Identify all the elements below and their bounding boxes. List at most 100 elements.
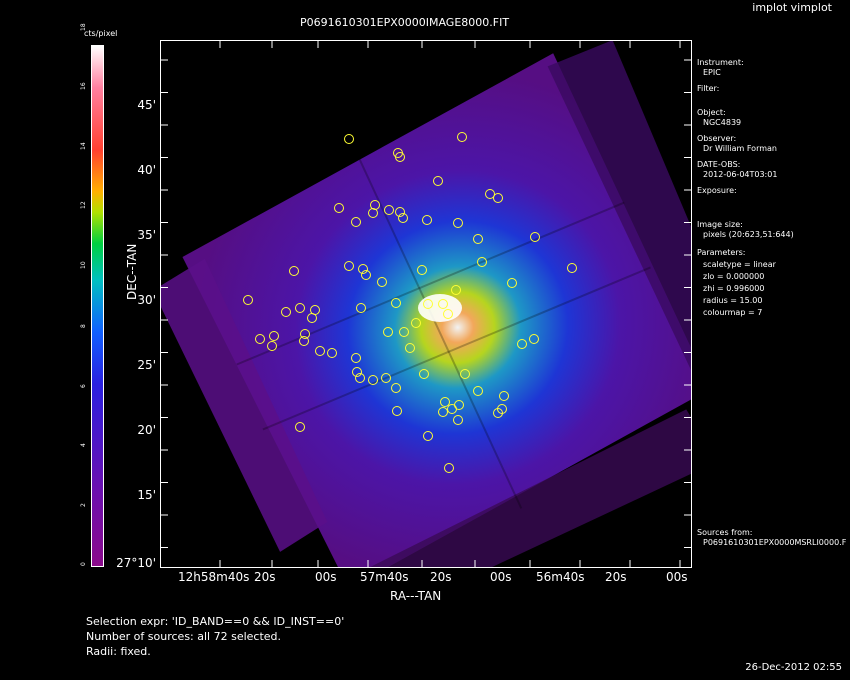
source-circle	[395, 152, 405, 162]
x-axis-label: RA---TAN	[390, 589, 442, 603]
source-circle	[411, 318, 421, 328]
source-circle	[493, 408, 503, 418]
radii-mode: Radii: fixed.	[86, 645, 151, 658]
sources-panel: Sources from: P0691610301EPX0000MSRLI000…	[697, 528, 846, 548]
source-circle	[383, 327, 393, 337]
source-circle	[377, 277, 387, 287]
dec-tick-label: 20'	[137, 423, 156, 437]
source-circle	[447, 404, 457, 414]
source-circle	[351, 353, 361, 363]
source-circle	[419, 369, 429, 379]
dec-tick-label: 27°10'	[116, 556, 156, 570]
param-zhi: zhi = 0.996000	[703, 284, 765, 293]
source-circle	[473, 386, 483, 396]
dec-tick-label: 15'	[137, 488, 156, 502]
source-circle	[391, 383, 401, 393]
source-circle	[368, 375, 378, 385]
source-circle	[361, 270, 371, 280]
image-panel	[160, 40, 692, 568]
number-of-sources: Number of sources: all 72 selected.	[86, 630, 282, 643]
object-value: NGC4839	[703, 118, 742, 127]
source-circle	[358, 264, 368, 274]
ra-tick-label: 20s	[605, 570, 627, 584]
source-circle	[267, 341, 277, 351]
source-circle	[422, 215, 432, 225]
source-circle	[344, 134, 354, 144]
dec-tick-label: 45'	[137, 98, 156, 112]
source-circle	[384, 205, 394, 215]
instrument-label: Instrument:	[697, 58, 744, 67]
source-circle	[438, 407, 448, 417]
source-circle	[405, 343, 415, 353]
colorbar-tick-label: 10	[80, 260, 87, 269]
selection-info: Selection expr: 'ID_BAND==0 && ID_INST==…	[86, 614, 344, 659]
source-circle	[370, 200, 380, 210]
source-circle	[423, 299, 433, 309]
source-circle	[433, 176, 443, 186]
colorbar-tick-label: 0	[80, 562, 87, 566]
colorbar-tick-label: 2	[80, 502, 87, 507]
colorbar	[91, 45, 104, 567]
source-circle	[499, 391, 509, 401]
app-title: implot vimplot	[752, 1, 832, 14]
source-circle	[517, 339, 527, 349]
y-axis-label: DEC--TAN	[125, 243, 139, 300]
colorbar-label: cts/pixel	[84, 29, 118, 38]
source-circle	[289, 266, 299, 276]
source-circle	[355, 373, 365, 383]
source-circle	[255, 334, 265, 344]
source-circle	[530, 232, 540, 242]
colorbar-tick-label: 8	[80, 324, 87, 328]
source-circle	[269, 331, 279, 341]
source-circle	[457, 132, 467, 142]
source-circle	[507, 278, 517, 288]
source-circle	[300, 329, 310, 339]
source-circle	[444, 463, 454, 473]
source-circle	[460, 369, 470, 379]
source-circles	[243, 132, 577, 473]
source-circle	[529, 334, 539, 344]
source-circle	[438, 299, 448, 309]
source-circle	[477, 257, 487, 267]
source-circle	[327, 348, 337, 358]
ra-tick-label: 00s	[315, 570, 337, 584]
param-scaletype: scaletype = linear	[703, 260, 776, 269]
source-circle	[473, 234, 483, 244]
date-label: DATE-OBS:	[697, 160, 741, 169]
source-circle	[315, 346, 325, 356]
image-size-value: pixels (20:623,51:644)	[703, 230, 794, 239]
info-panel: Instrument: EPIC Filter: Object: NGC4839…	[697, 58, 794, 318]
source-circle	[307, 313, 317, 323]
source-circle	[493, 193, 503, 203]
ra-tick-label: 57m40s	[360, 570, 409, 584]
colorbar-tick-label: 4	[80, 443, 87, 447]
ra-tick-label: 20s	[430, 570, 452, 584]
observer-value: Dr William Forman	[703, 144, 777, 153]
source-circle	[453, 415, 463, 425]
source-circle	[451, 285, 461, 295]
colorbar-tick-label: 18	[80, 22, 87, 31]
param-zlo: zlo = 0.000000	[703, 272, 765, 281]
source-circle	[440, 397, 450, 407]
ra-tick-label: 20s	[254, 570, 276, 584]
selection-expr: Selection expr: 'ID_BAND==0 && ID_INST==…	[86, 615, 345, 628]
source-circle	[295, 303, 305, 313]
dec-tick-label: 30'	[137, 293, 156, 307]
param-radius: radius = 15.00	[703, 296, 763, 305]
dec-tick-label: 40'	[137, 163, 156, 177]
filter-label: Filter:	[697, 84, 720, 93]
ra-tick-label: 56m40s	[536, 570, 585, 584]
instrument-value: EPIC	[703, 68, 721, 77]
sources-label: Sources from:	[697, 528, 753, 537]
param-colourmap: colourmap = 7	[703, 308, 763, 317]
source-circle	[453, 218, 463, 228]
source-circle	[392, 406, 402, 416]
source-circle	[381, 373, 391, 383]
source-circle	[399, 327, 409, 337]
source-circle	[485, 189, 495, 199]
exposure-label: Exposure:	[697, 186, 737, 195]
source-circle	[344, 261, 354, 271]
colorbar-tick-label: 12	[80, 201, 87, 209]
ra-tick-label: 00s	[490, 570, 512, 584]
source-circle	[356, 303, 366, 313]
